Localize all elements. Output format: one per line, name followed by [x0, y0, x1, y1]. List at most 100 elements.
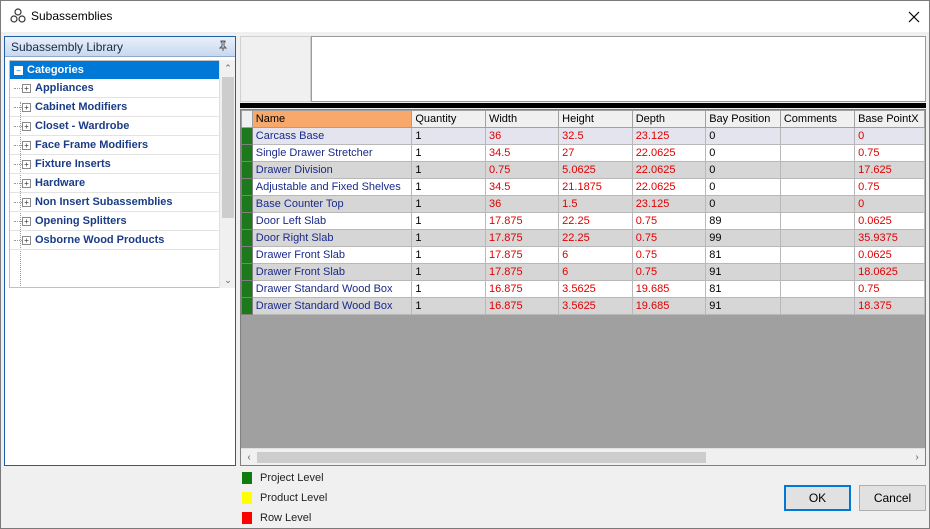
cell-width[interactable]: 34.5	[484, 144, 560, 162]
grid-horizontal-scrollbar[interactable]: ‹ ›	[241, 448, 925, 465]
cell-width[interactable]: 17.875	[484, 212, 560, 230]
column-header-quantity[interactable]: Quantity	[411, 110, 486, 128]
column-header-depth[interactable]: Depth	[631, 110, 707, 128]
cell-quantity[interactable]: 1	[411, 144, 486, 162]
cell-name[interactable]: Adjustable and Fixed Shelves	[251, 178, 413, 196]
cell-depth[interactable]: 0.75	[631, 212, 707, 230]
collapse-icon[interactable]: −	[14, 65, 23, 75]
expand-icon[interactable]: +	[22, 83, 31, 93]
cell-base-point-x[interactable]: 35.9375	[854, 229, 925, 247]
cell-depth[interactable]: 22.0625	[631, 161, 707, 179]
expand-icon[interactable]: +	[22, 102, 31, 112]
cell-quantity[interactable]: 1	[411, 127, 486, 145]
table-row[interactable]: Carcass Base 1 36 32.5 23.125 0 0	[241, 127, 925, 145]
cell-base-point-x[interactable]: 0.75	[854, 144, 925, 162]
cell-comments[interactable]	[779, 144, 856, 162]
cell-height[interactable]: 6	[558, 263, 633, 281]
cell-depth[interactable]: 23.125	[631, 127, 707, 145]
ok-button[interactable]: OK	[784, 485, 851, 511]
cell-comments[interactable]	[779, 195, 856, 213]
tree-item[interactable]: + Face Frame Modifiers	[10, 136, 219, 155]
cell-depth[interactable]: 19.685	[631, 297, 707, 315]
tree-scrollbar[interactable]: ⌃ ⌄	[219, 60, 235, 288]
cell-name[interactable]: Door Left Slab	[251, 212, 413, 230]
cell-name[interactable]: Drawer Standard Wood Box	[251, 280, 413, 298]
column-header-comments[interactable]: Comments	[779, 110, 856, 128]
cell-bay-position[interactable]: 99	[705, 229, 781, 247]
cell-comments[interactable]	[779, 263, 856, 281]
cell-name[interactable]: Drawer Division	[251, 161, 413, 179]
column-header-bay-position[interactable]: Bay Position	[705, 110, 781, 128]
splitter-bar[interactable]	[240, 103, 926, 108]
cell-base-point-x[interactable]: 17.625	[854, 161, 925, 179]
cell-comments[interactable]	[779, 178, 856, 196]
table-row[interactable]: Drawer Division 1 0.75 5.0625 22.0625 0 17.625	[241, 161, 925, 179]
tree-item[interactable]: + Cabinet Modifiers	[10, 98, 219, 117]
cell-quantity[interactable]: 1	[411, 161, 486, 179]
cell-width[interactable]: 17.875	[484, 229, 560, 247]
scroll-thumb[interactable]	[257, 452, 706, 463]
cell-bay-position[interactable]: 89	[705, 212, 781, 230]
cell-comments[interactable]	[779, 280, 856, 298]
scroll-right-icon[interactable]: ›	[915, 452, 919, 463]
table-row[interactable]: Drawer Front Slab 1 17.875 6 0.75 91 18.0625	[241, 263, 925, 281]
pin-icon[interactable]	[217, 40, 229, 52]
cell-depth[interactable]: 22.0625	[631, 178, 707, 196]
cell-height[interactable]: 5.0625	[558, 161, 633, 179]
cell-base-point-x[interactable]: 18.375	[854, 297, 925, 315]
cancel-button[interactable]: Cancel	[859, 485, 926, 511]
cell-depth[interactable]: 0.75	[631, 229, 707, 247]
cell-bay-position[interactable]: 81	[705, 280, 781, 298]
cell-width[interactable]: 17.875	[484, 263, 560, 281]
cell-bay-position[interactable]: 81	[705, 246, 781, 264]
cell-name[interactable]: Door Right Slab	[251, 229, 413, 247]
cell-base-point-x[interactable]: 0.75	[854, 280, 925, 298]
cell-width[interactable]: 34.5	[484, 178, 560, 196]
expand-icon[interactable]: +	[22, 121, 31, 131]
cell-base-point-x[interactable]: 0.75	[854, 178, 925, 196]
cell-height[interactable]: 32.5	[558, 127, 633, 145]
scroll-down-icon[interactable]: ⌄	[224, 274, 232, 285]
table-row[interactable]: Drawer Front Slab 1 17.875 6 0.75 81 0.0625	[241, 246, 925, 264]
expand-icon[interactable]: +	[22, 235, 31, 245]
cell-quantity[interactable]: 1	[411, 297, 486, 315]
scroll-up-icon[interactable]: ⌃	[224, 62, 232, 73]
expand-icon[interactable]: +	[22, 216, 31, 226]
cell-depth[interactable]: 23.125	[631, 195, 707, 213]
tree-item[interactable]: + Non Insert Subassemblies	[10, 193, 219, 212]
expand-icon[interactable]: +	[22, 159, 31, 169]
cell-depth[interactable]: 19.685	[631, 280, 707, 298]
cell-quantity[interactable]: 1	[411, 229, 486, 247]
cell-depth[interactable]: 22.0625	[631, 144, 707, 162]
cell-width[interactable]: 16.875	[484, 297, 560, 315]
close-button[interactable]	[899, 1, 929, 32]
cell-bay-position[interactable]: 91	[705, 297, 781, 315]
cell-base-point-x[interactable]: 0	[854, 127, 925, 145]
cell-base-point-x[interactable]: 0	[854, 195, 925, 213]
cell-comments[interactable]	[779, 127, 856, 145]
expand-icon[interactable]: +	[22, 197, 31, 207]
cell-height[interactable]: 3.5625	[558, 280, 633, 298]
cell-quantity[interactable]: 1	[411, 195, 486, 213]
cell-width[interactable]: 16.875	[484, 280, 560, 298]
cell-comments[interactable]	[779, 229, 856, 247]
cell-height[interactable]: 1.5	[558, 195, 633, 213]
cell-quantity[interactable]: 1	[411, 178, 486, 196]
tree-item[interactable]: + Closet - Wardrobe	[10, 117, 219, 136]
cell-bay-position[interactable]: 0	[705, 195, 781, 213]
column-header-base-point-x[interactable]: Base PointX	[854, 110, 925, 128]
expand-icon[interactable]: +	[22, 178, 31, 188]
cell-comments[interactable]	[779, 161, 856, 179]
expand-icon[interactable]: +	[22, 140, 31, 150]
column-header-height[interactable]: Height	[558, 110, 633, 128]
cell-comments[interactable]	[779, 212, 856, 230]
cell-name[interactable]: Drawer Front Slab	[251, 263, 413, 281]
cell-name[interactable]: Carcass Base	[251, 127, 413, 145]
cell-height[interactable]: 22.25	[558, 212, 633, 230]
table-row[interactable]: Adjustable and Fixed Shelves 1 34.5 21.1875…	[241, 178, 925, 196]
cell-name[interactable]: Drawer Standard Wood Box	[251, 297, 413, 315]
table-row[interactable]: Single Drawer Stretcher 1 34.5 27 22.0625 0 0.…	[241, 144, 925, 162]
cell-height[interactable]: 22.25	[558, 229, 633, 247]
cell-bay-position[interactable]: 0	[705, 161, 781, 179]
cell-quantity[interactable]: 1	[411, 263, 486, 281]
